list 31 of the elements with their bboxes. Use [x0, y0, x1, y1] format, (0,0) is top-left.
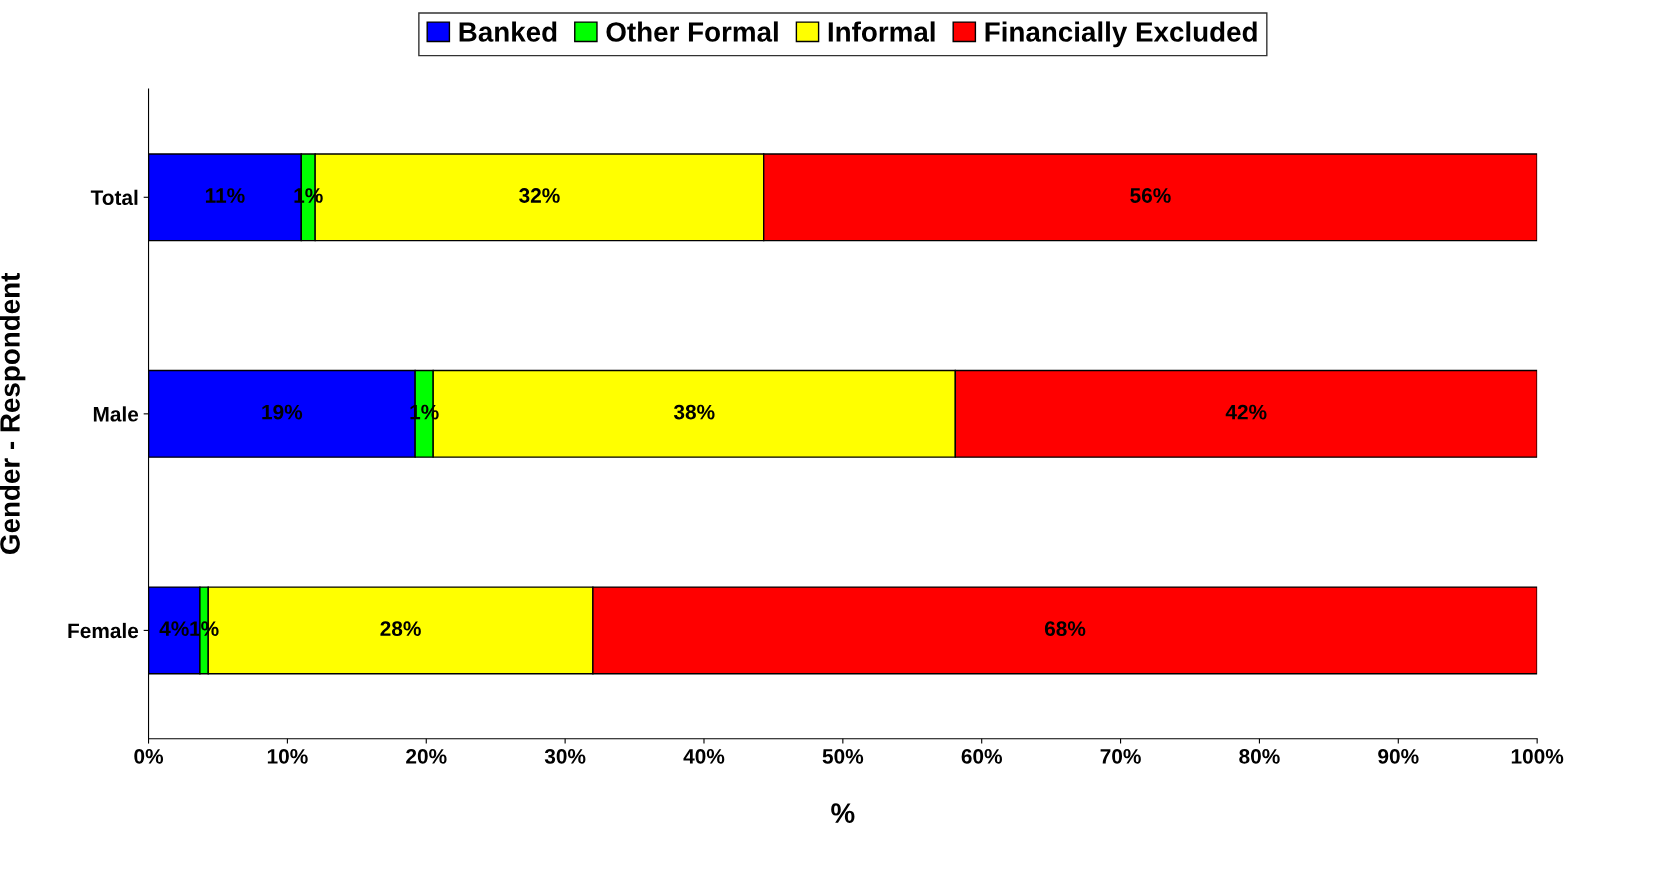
data-label: 4%	[159, 621, 189, 636]
x-tick-label: 50%	[822, 748, 864, 764]
x-tick-label: 100%	[1511, 748, 1564, 764]
x-axis-title: %	[831, 803, 855, 823]
x-tick-label: 60%	[961, 748, 1003, 764]
x-tick-label: 90%	[1378, 748, 1419, 764]
data-label: 11%	[205, 188, 245, 203]
x-tick-label: 80%	[1239, 748, 1280, 764]
y-tick-label: Female	[68, 622, 139, 639]
legend-label: Informal	[828, 21, 935, 42]
data-label: 38%	[673, 404, 715, 420]
x-tick-label: 70%	[1100, 748, 1141, 764]
data-label: 1%	[294, 188, 323, 203]
x-tick-label: 0%	[134, 748, 164, 764]
y-tick-label: Male	[93, 406, 139, 422]
data-label: 42%	[1225, 404, 1267, 420]
x-tick-label: 20%	[406, 748, 447, 764]
legend-label: Other Formal	[606, 21, 778, 42]
y-axis-title: Gender - Respondent	[0, 272, 26, 554]
data-label: 1%	[190, 621, 219, 636]
y-tick-label: Total	[90, 189, 138, 206]
data-label: 28%	[380, 621, 421, 637]
data-label: 68%	[1044, 621, 1086, 637]
data-label: 19%	[262, 404, 303, 420]
legend-label: Financially Excluded	[985, 21, 1257, 48]
x-tick-label: 10%	[267, 748, 308, 764]
data-label: 32%	[519, 188, 560, 203]
x-tick-label: 30%	[544, 748, 586, 764]
data-label: 56%	[1130, 188, 1171, 203]
x-tick-label: 40%	[683, 748, 725, 764]
legend-label: Banked	[459, 21, 557, 42]
